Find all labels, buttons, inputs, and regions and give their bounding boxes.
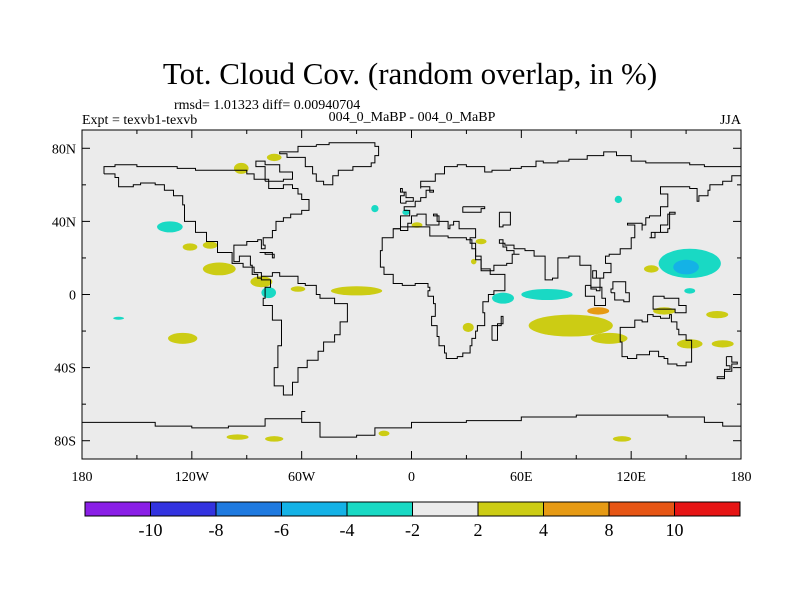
anomaly-region-27 [673,259,699,275]
anomaly-region-36 [113,316,125,320]
anomaly-region-31 [371,204,379,213]
y-tick-label: 0 [69,289,76,304]
anomaly-region-3 [182,243,198,251]
anomaly-region-2 [202,241,218,249]
case-label: 004_0_MaBP - 004_0_MaBP [329,110,496,125]
coastline-14 [716,356,738,380]
colorbar-swatch-1 [84,501,151,517]
x-tick-label: 60E [510,470,533,485]
experiment-label: Expt = texvb1-texvb [82,113,197,128]
coastline-11 [491,315,504,341]
colorbar-label: 2 [474,520,483,540]
coastline-16 [462,206,486,213]
coastline-layer [82,142,742,438]
colorbar-swatch-10 [674,501,741,517]
colorbar-swatch-2 [150,501,217,517]
coastline-12 [255,160,293,182]
anomaly-region-35 [612,436,632,442]
y-tick-label: 80S [54,435,76,450]
anomaly-region-33 [265,436,284,442]
x-tick-label: 180 [731,470,752,485]
coastline-10 [652,295,687,314]
anomaly-region-4 [202,262,236,276]
y-tick-label: 40N [52,215,76,230]
colorbar-swatch-7 [477,501,544,517]
anomaly-region-28 [643,265,659,273]
chart-title: Tot. Cloud Cov. (random overlap, in %) [163,56,657,91]
anomaly-region-19 [528,314,613,337]
coastline-8 [584,284,606,306]
colorbar-label: 4 [539,520,548,540]
colorbar-label: -10 [139,520,163,540]
coastline-15 [259,252,275,259]
coastline-2 [279,142,380,186]
colorbar-label: 8 [605,520,614,540]
season-label: JJA [720,113,742,128]
colorbar-swatch-6 [412,501,479,517]
anomaly-region-20 [587,307,610,315]
anomaly-region-8 [330,286,383,296]
map-background [82,130,741,459]
y-tick-label: 40S [54,362,76,377]
colorbar-label: -4 [340,520,355,540]
x-tick-label: 120E [616,470,646,485]
coastline-5 [619,314,693,367]
anomaly-region-10 [233,162,249,174]
coastline-1 [103,164,348,396]
x-tick-label: 0 [408,470,415,485]
anomaly-region-22 [653,307,676,315]
y-tick-label: 80N [52,142,76,157]
x-axis: 180 120W 60W 0 60E 120E 180 [72,130,752,485]
colorbar-label: 10 [666,520,684,540]
coastline-7 [649,211,676,239]
anomaly-region-24 [711,340,734,348]
coastline-4 [379,226,506,359]
coastline-13 [82,411,741,438]
colorbar-swatch-9 [608,501,675,517]
colorbar-swatch-4 [281,501,348,517]
colorbar-swatch-3 [215,501,282,517]
anomaly-region-23 [676,339,703,349]
coastline-9 [610,281,630,303]
anomaly-region-9 [168,332,198,344]
anomaly-region-17 [521,289,573,300]
x-tick-label: 60W [288,470,316,485]
anomaly-region-7 [290,286,306,292]
anomaly-region-30 [684,288,696,294]
colorbar-label: -2 [405,520,420,540]
anomaly-region-32 [226,434,249,440]
map-plot: 180 120W 60W 0 60E 120E 180 80N 40N 0 40S 80S [52,129,752,485]
anomaly-region-18 [492,292,515,304]
coastline-17 [498,211,511,228]
x-tick-label: 120W [175,470,210,485]
colorbar-swatch-8 [543,501,610,517]
y-axis: 80N 40N 0 40S 80S [52,142,741,450]
anomaly-region-29 [614,195,623,204]
anomaly-region-34 [378,430,390,437]
colorbar-swatch-5 [346,501,413,517]
x-tick-label: 180 [72,470,93,485]
anomaly-region-11 [266,153,282,162]
colorbar-label: -6 [274,520,289,540]
anomaly-region-14 [475,238,487,245]
anomaly-region-21 [590,332,628,344]
colorbar-label: -8 [209,520,224,540]
anomaly-region-6 [261,287,277,299]
coastline-6 [400,188,414,204]
stats-line: rmsd= 1.01323 diff= 0.00940704 [174,98,360,113]
colorbar: -10 -8 -6 -4 -2 2 4 8 10 [84,501,741,540]
anomaly-region-5 [250,276,273,288]
anomaly-region-25 [706,310,729,319]
anomaly-region-16 [462,322,474,332]
anomaly-region-1 [157,221,183,233]
